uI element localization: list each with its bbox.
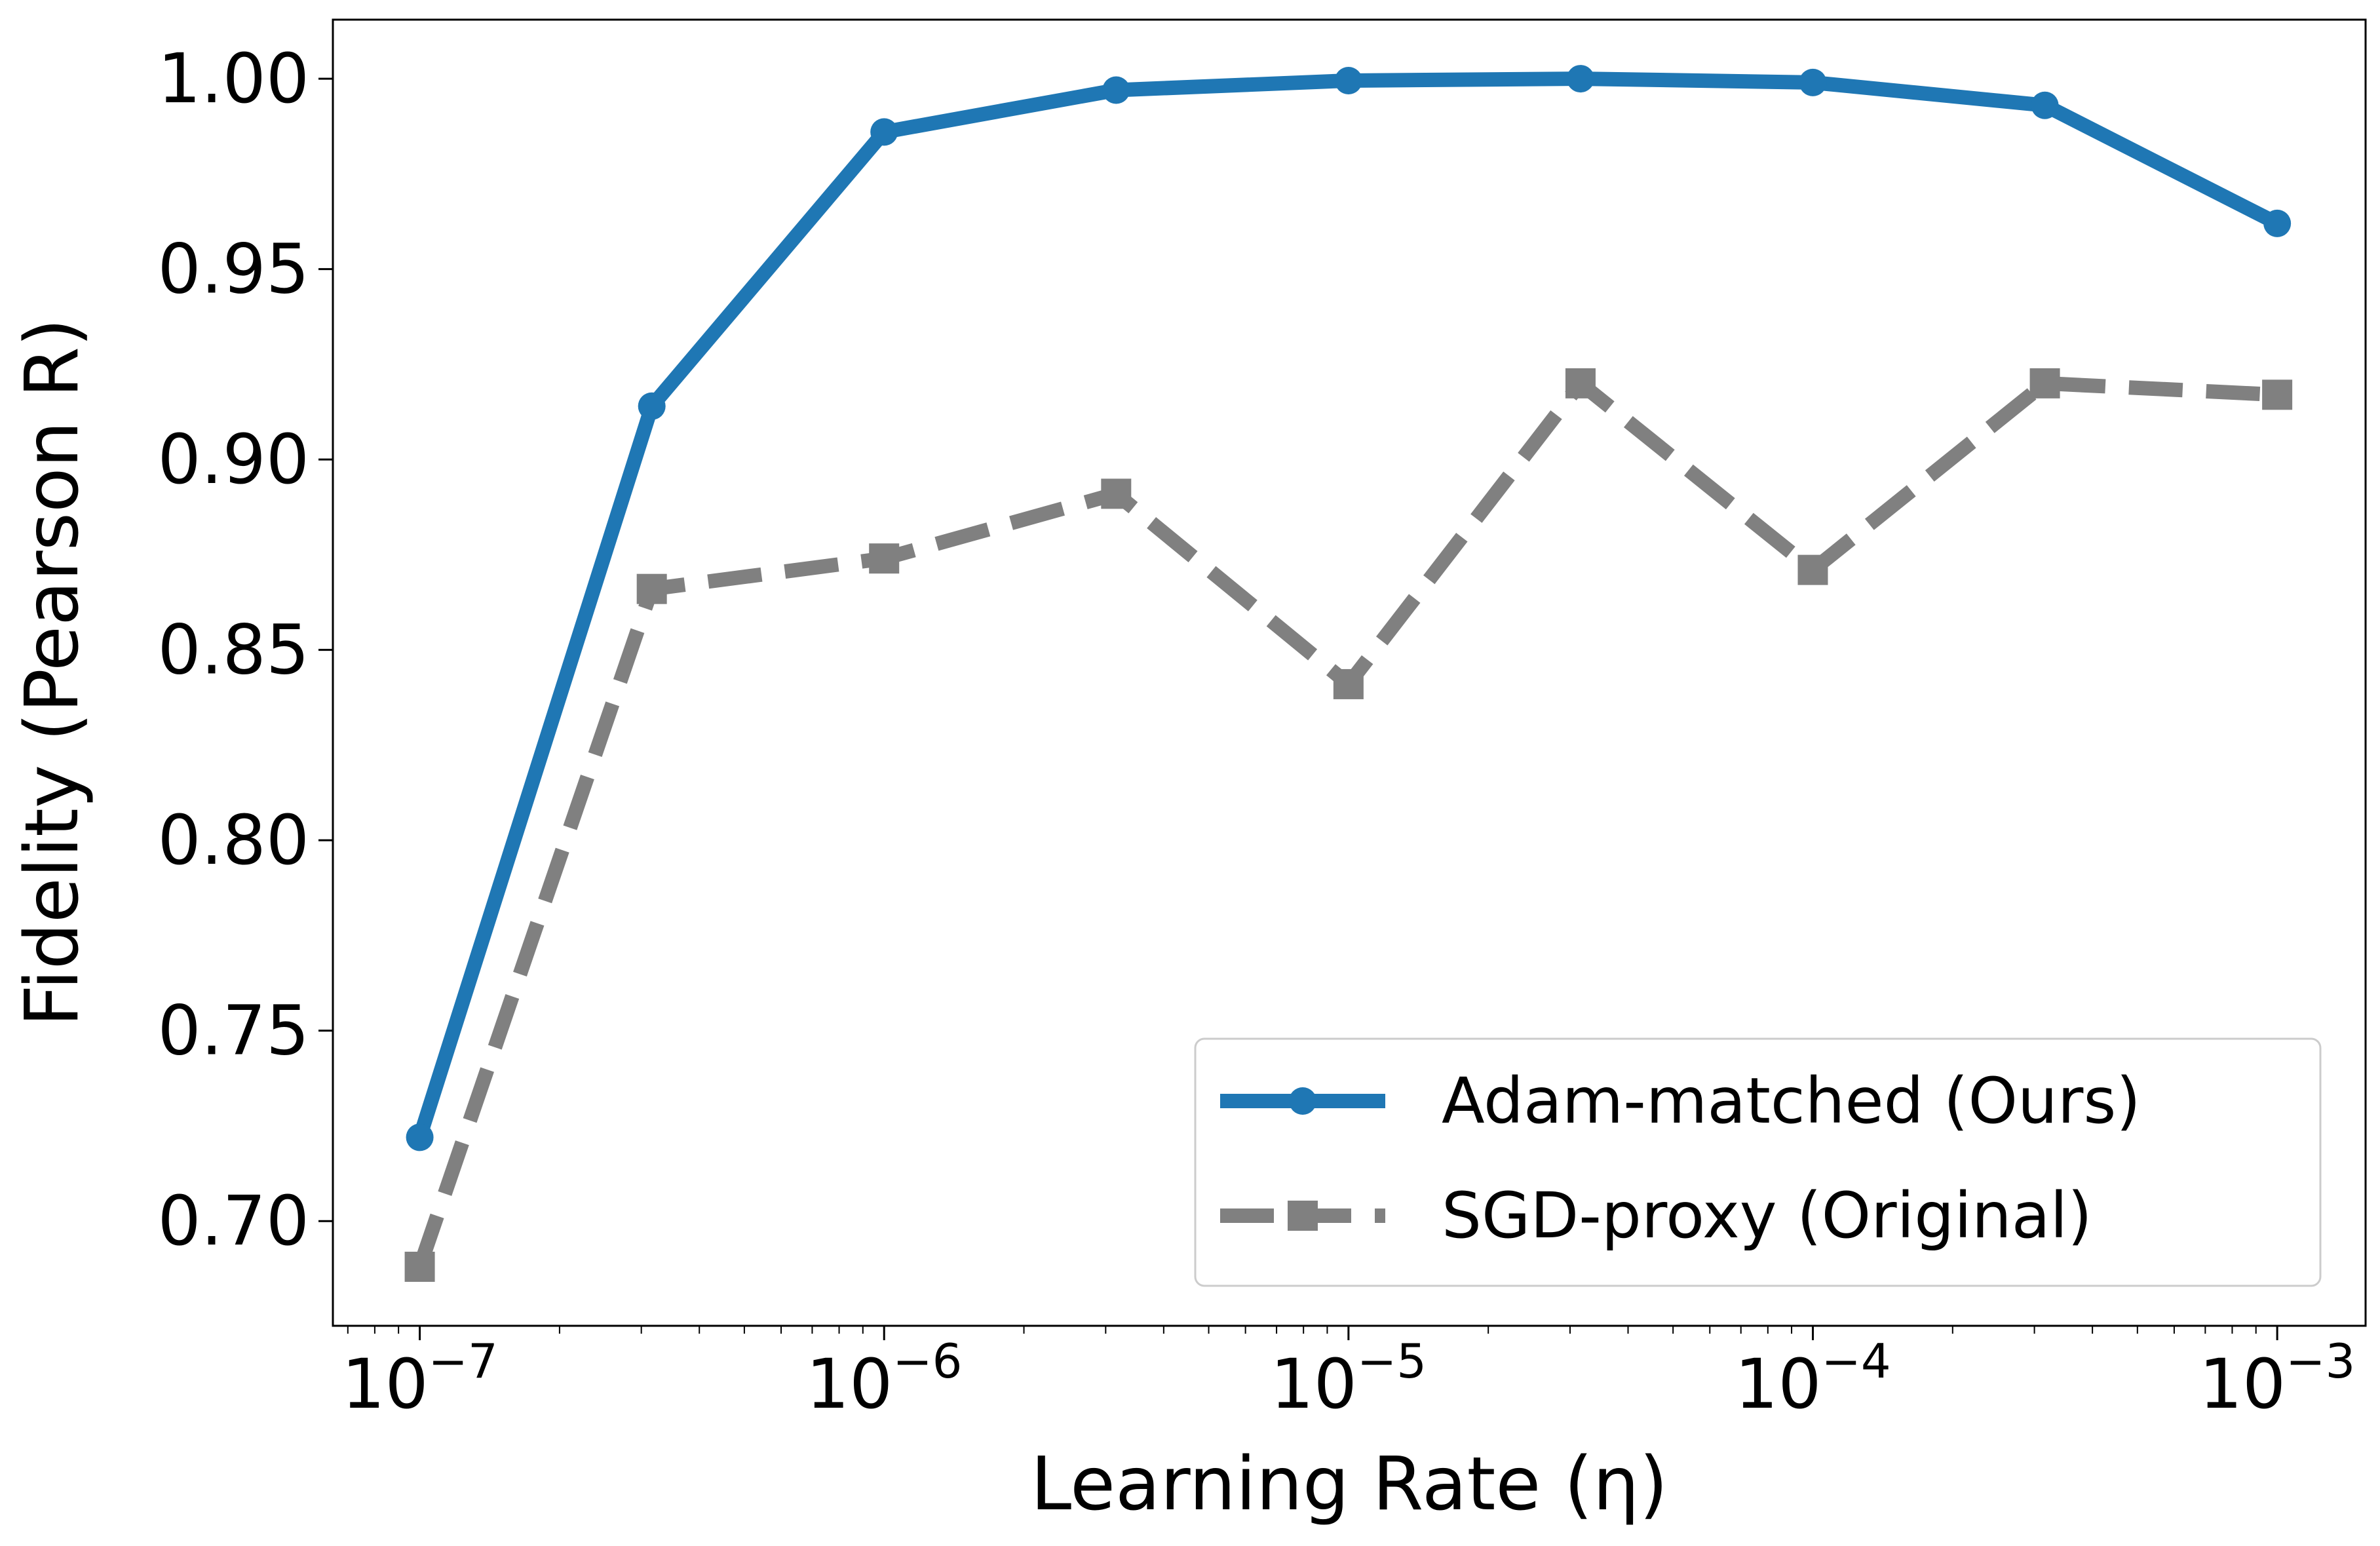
- x-tick-label-1: 10−6: [806, 1334, 962, 1424]
- x-axis-label-text: Learning Rate (η): [1031, 1442, 1668, 1527]
- data-point-adam-8: [2263, 209, 2292, 237]
- data-point-sgd-1: [636, 573, 667, 604]
- y-tick-label-0.80: 0.80: [157, 800, 309, 880]
- data-point-sgd-3: [1101, 478, 1132, 509]
- y-tick-label-0.90: 0.90: [157, 419, 309, 499]
- data-point-sgd-5: [1565, 368, 1596, 398]
- data-point-sgd-8: [2262, 379, 2293, 410]
- data-point-sgd-2: [869, 543, 900, 574]
- x-tick-label-0: 10−7: [341, 1334, 497, 1424]
- y-tick-label-1.00: 1.00: [157, 39, 309, 119]
- legend-label-sgd: SGD-proxy (Original): [1442, 1179, 2092, 1252]
- y-axis-label-text: Fidelity (Pearson R): [10, 318, 95, 1026]
- data-point-adam-3: [1102, 76, 1130, 104]
- x-tick-label-3: 10−4: [1735, 1334, 1891, 1424]
- legend-box: [1194, 1037, 2322, 1287]
- legend: Adam-matched (Ours) SGD-proxy (Original): [1194, 1037, 2322, 1287]
- series-layer: [404, 65, 2293, 1282]
- data-point-adam-7: [2031, 91, 2059, 119]
- legend-marker-sgd: [1288, 1201, 1318, 1231]
- data-point-sgd-7: [2029, 368, 2060, 398]
- x-tick-label-4: 10−3: [2199, 1334, 2355, 1424]
- y-tick-label-0.85: 0.85: [157, 610, 309, 690]
- x-axis-label: Learning Rate (η): [1031, 1442, 1668, 1527]
- data-point-sgd-6: [1797, 554, 1828, 585]
- x-tick-label-2: 10−5: [1271, 1334, 1427, 1424]
- data-point-sgd-0: [404, 1251, 435, 1282]
- y-tick-label-0.75: 0.75: [157, 991, 309, 1071]
- legend-marker-adam: [1289, 1087, 1316, 1115]
- y-tick-label-0.95: 0.95: [157, 229, 309, 309]
- data-point-sgd-4: [1333, 668, 1364, 699]
- data-point-adam-2: [870, 118, 898, 146]
- legend-label-adam: Adam-matched (Ours): [1442, 1064, 2141, 1138]
- y-tick-label-0.70: 0.70: [157, 1181, 309, 1261]
- data-point-adam-1: [638, 392, 666, 420]
- data-point-adam-5: [1566, 65, 1594, 93]
- data-point-adam-4: [1334, 66, 1362, 94]
- y-axis-label: Fidelity (Pearson R): [10, 318, 95, 1026]
- data-point-adam-6: [1799, 68, 1827, 96]
- data-point-adam-0: [406, 1123, 434, 1151]
- ticks-layer: 0.70 0.75 0.80 0.85 0.90 0.95 1.00 10−7 10−6 10−5…: [157, 39, 2355, 1424]
